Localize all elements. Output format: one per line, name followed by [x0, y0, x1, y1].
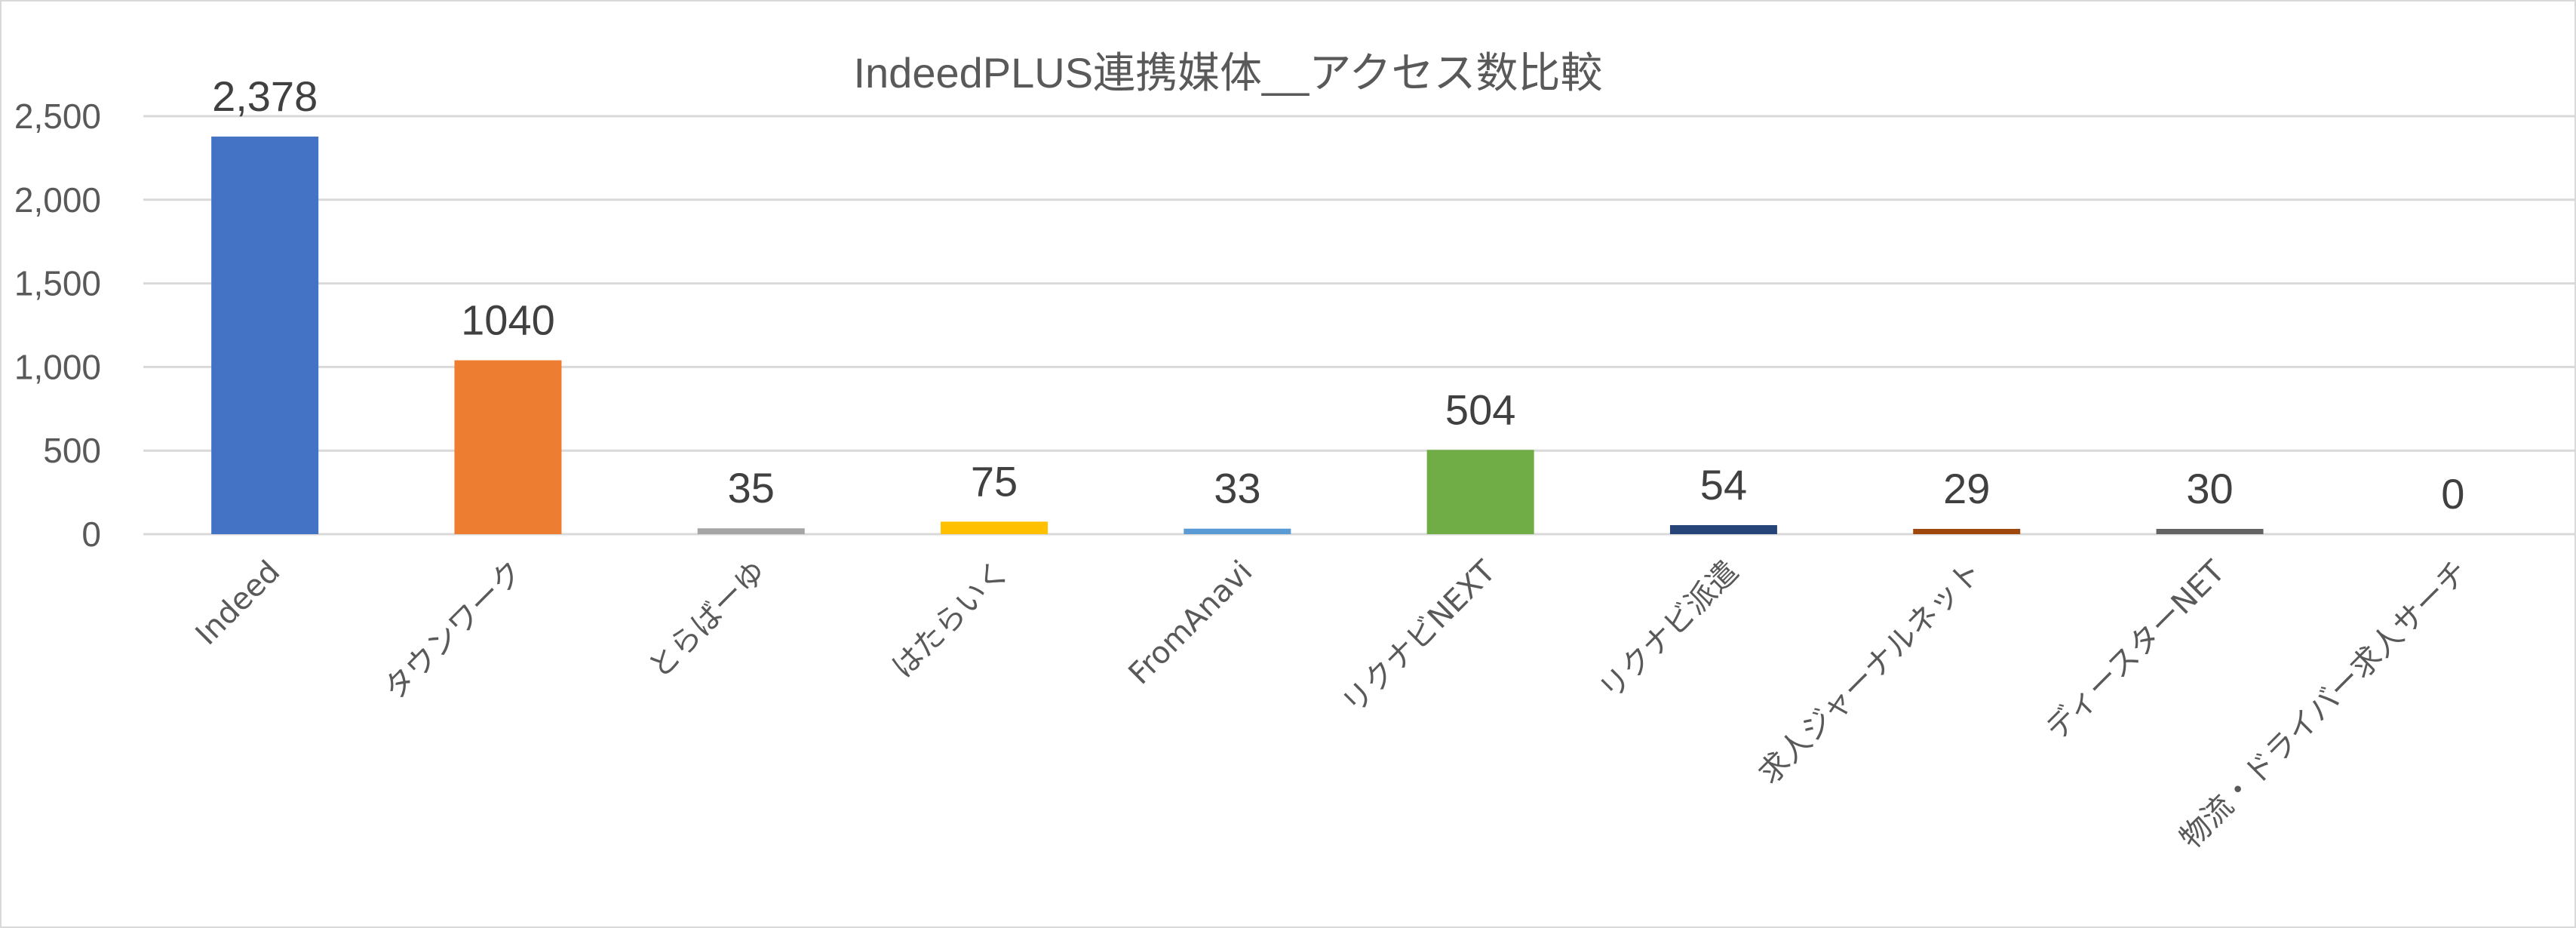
bar-7 — [1669, 525, 1777, 534]
bar-6 — [1426, 450, 1534, 534]
bar-5 — [1184, 528, 1291, 534]
bar-1 — [211, 137, 319, 534]
bar-8 — [1913, 529, 2021, 534]
category-label: ディースターNET — [2039, 554, 2232, 747]
bar-4 — [941, 521, 1049, 534]
y-tick-label: 0 — [81, 515, 101, 554]
data-labels: 2,378 1040 35 75 33 504 54 29 30 0 — [212, 72, 2464, 518]
y-axis-ticks: 0 500 1,000 1,500 2,000 2,500 — [14, 97, 101, 554]
y-tick-label: 1,500 — [14, 264, 101, 303]
x-axis-categories: Indeed タウンワーク とらばーゆ はたらいく FromAnavi リクナビNEXT リ… — [189, 554, 2475, 856]
y-tick-label: 1,000 — [14, 347, 101, 386]
chart-title: IndeedPLUS連携媒体__アクセス数比較 — [853, 49, 1602, 97]
category-label: 物流・ドライバー求人サーチ — [2173, 555, 2475, 856]
y-tick-label: 2,500 — [14, 97, 101, 136]
category-label: はたらいく — [886, 555, 1016, 685]
category-label: とらばーゆ — [642, 555, 773, 686]
data-label: 33 — [1214, 465, 1260, 512]
y-tick-label: 500 — [43, 431, 101, 470]
data-label: 0 — [2441, 470, 2464, 518]
category-label: 求人ジャーナルネット — [1752, 555, 1988, 791]
data-label: 504 — [1445, 386, 1515, 433]
bars — [211, 137, 2264, 534]
category-label: FromAnavi — [1122, 555, 1260, 692]
bar-9 — [2156, 529, 2264, 534]
category-label: リクナビ派遣 — [1593, 555, 1745, 707]
category-label: リクナビNEXT — [1336, 554, 1503, 721]
data-label: 54 — [1700, 461, 1747, 509]
category-label: タウンワーク — [377, 555, 530, 707]
data-label: 75 — [971, 457, 1018, 505]
bar-2 — [454, 360, 562, 534]
data-label: 35 — [728, 464, 775, 512]
bar-3 — [697, 528, 805, 534]
y-tick-label: 2,000 — [14, 180, 101, 220]
data-label: 30 — [2186, 465, 2233, 512]
data-label: 1040 — [461, 297, 555, 344]
category-label: Indeed — [189, 555, 287, 653]
data-label: 2,378 — [212, 72, 318, 120]
data-label: 29 — [1943, 465, 1990, 512]
